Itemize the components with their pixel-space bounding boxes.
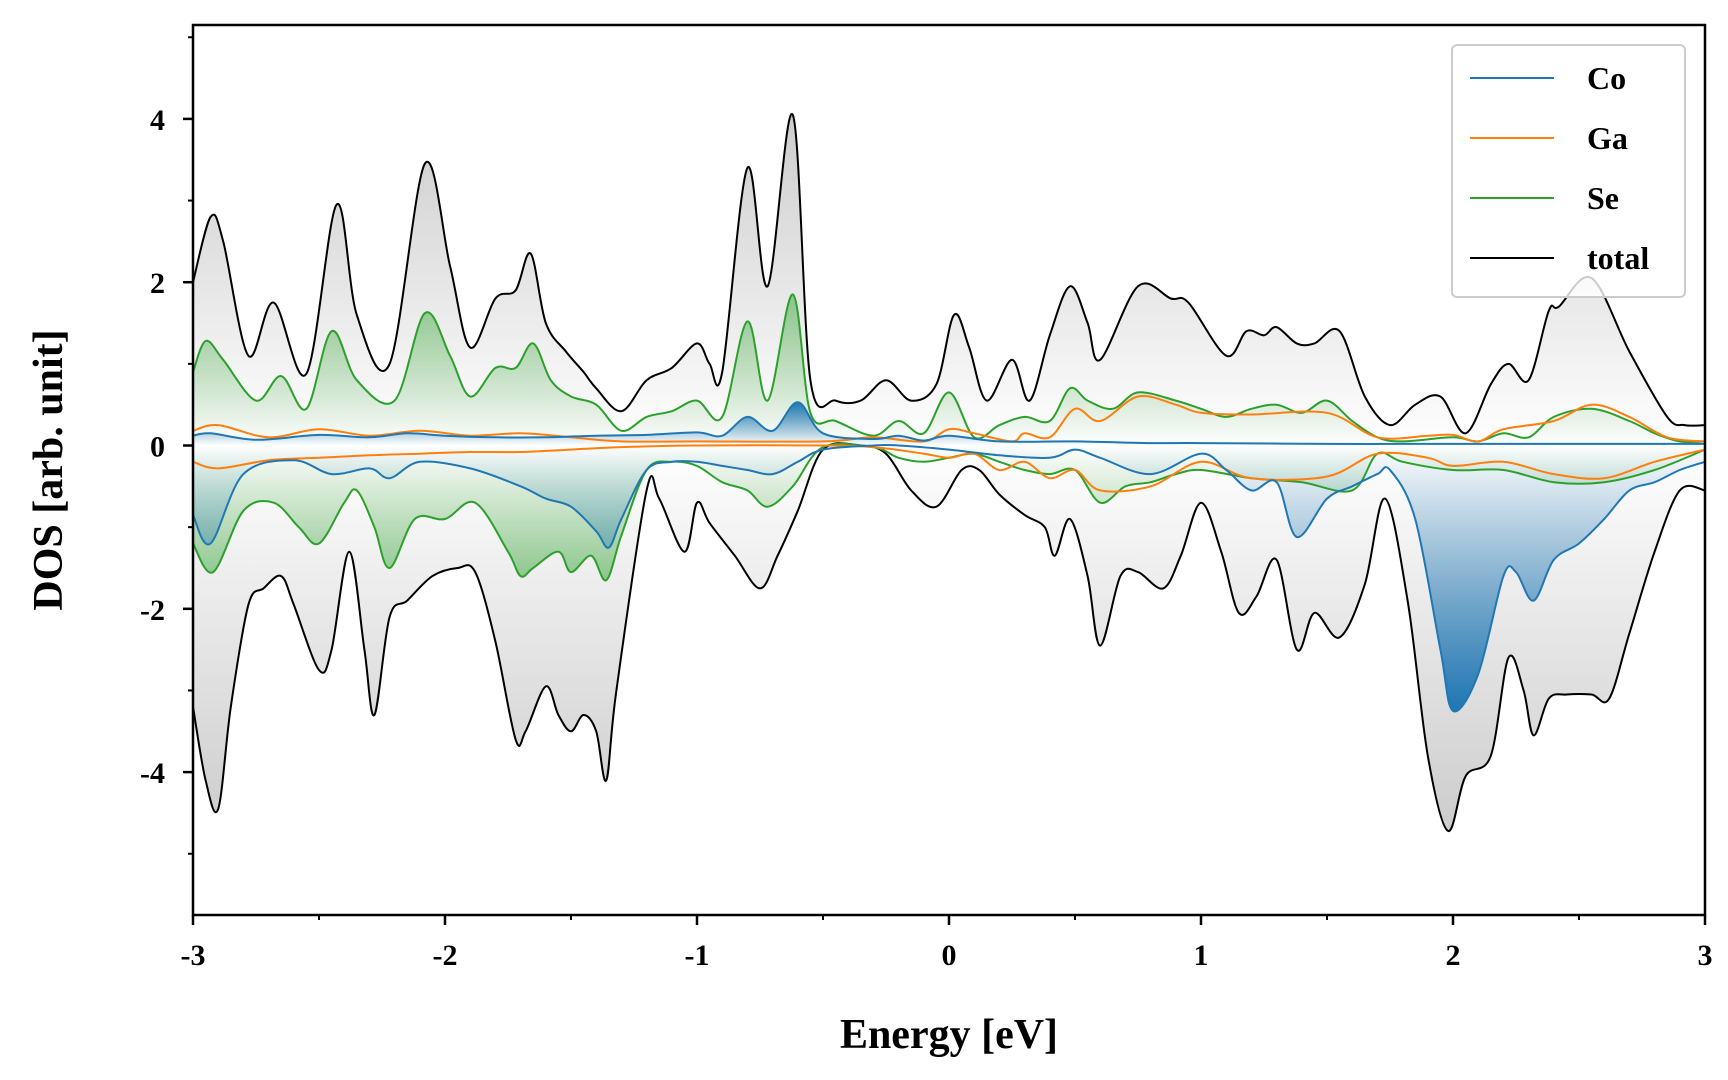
x-tick-label: -1 — [685, 939, 710, 972]
legend-label-ga: Ga — [1587, 120, 1628, 156]
x-tick-label: 2 — [1446, 939, 1461, 972]
y-tick-label: 0 — [150, 431, 165, 464]
x-tick-label: -2 — [433, 939, 458, 972]
x-tick-label: -3 — [181, 939, 206, 972]
y-tick-label: 4 — [150, 104, 165, 137]
co-up-fill — [193, 402, 1705, 446]
x-axis-label: Energy [eV] — [840, 1012, 1058, 1058]
total-down-line — [192, 442, 1706, 832]
legend-label-total: total — [1587, 240, 1649, 276]
se-up-fill — [193, 294, 1705, 446]
se-up-line — [192, 293, 1706, 444]
y-tick-label: 2 — [150, 267, 165, 300]
legend-box — [1451, 44, 1686, 298]
x-tick-label: 3 — [1698, 939, 1713, 972]
ticks-layer: -3 -2 -1 0 1 2 3 -4 -2 0 2 4 — [140, 36, 1713, 972]
legend-label-se: Se — [1587, 180, 1619, 216]
co-up-line — [192, 401, 1705, 445]
ga-down-line — [192, 444, 1706, 493]
ga-up-line — [192, 394, 1706, 443]
x-tick-label: 0 — [942, 939, 957, 972]
legend-label-co: Co — [1587, 60, 1626, 96]
co-down-line — [192, 443, 1706, 713]
total-up-line — [192, 113, 1706, 435]
y-tick-label: -2 — [140, 594, 165, 627]
legend: Co Ga Se total — [1451, 44, 1686, 298]
total-up-fill — [193, 113, 1705, 446]
fills-layer — [193, 113, 1705, 832]
lines-layer — [192, 113, 1706, 832]
se-down-line — [192, 442, 1706, 582]
y-tick-label: -4 — [140, 757, 165, 790]
y-axis-label: DOS [arb. unit] — [26, 329, 72, 610]
co-down-fill — [193, 444, 1705, 712]
x-tick-label: 1 — [1194, 939, 1209, 972]
